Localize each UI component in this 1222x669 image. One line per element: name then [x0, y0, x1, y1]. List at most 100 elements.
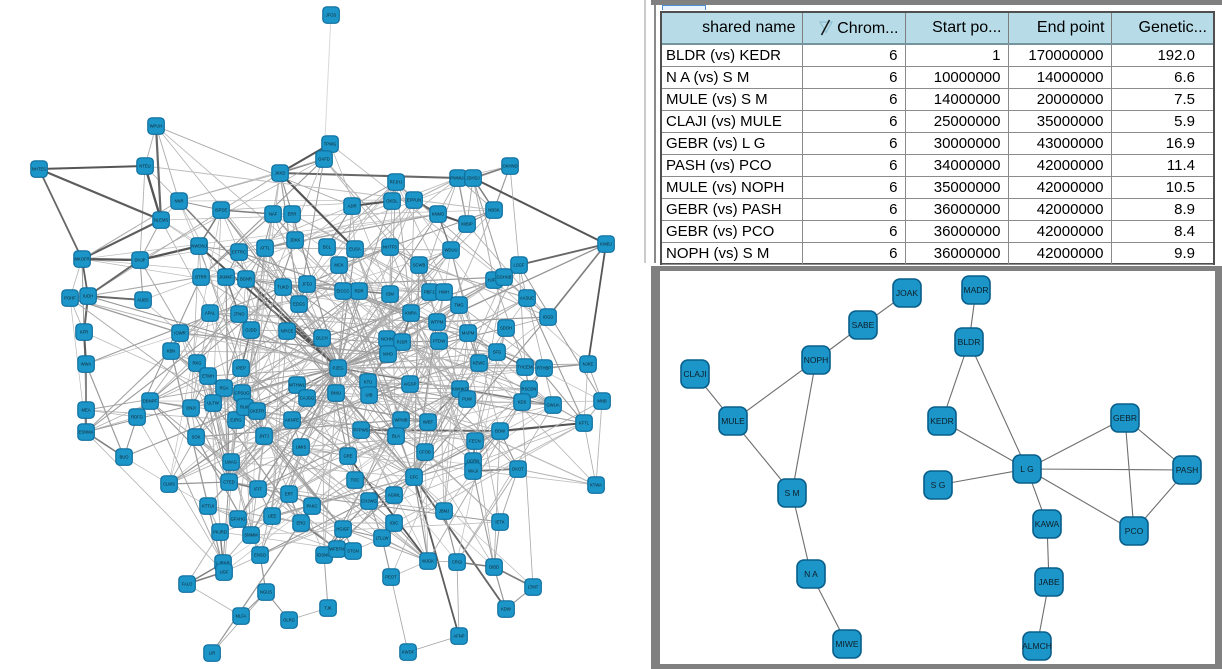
svg-text:BLA: BLA: [392, 434, 400, 439]
svg-text:JFOS: JFOS: [326, 13, 337, 18]
svg-text:ERO: ERO: [296, 521, 306, 526]
svg-text:LJRKR: LJRKR: [216, 561, 229, 566]
svg-text:UIB: UIB: [366, 393, 373, 398]
svg-text:PTDW: PTDW: [433, 339, 445, 344]
svg-text:MLFA: MLFA: [236, 614, 247, 619]
svg-text:PJEG: PJEG: [333, 366, 344, 371]
svg-text:BOW: BOW: [495, 429, 505, 434]
svg-text:UGRN: UGRN: [467, 459, 479, 464]
svg-text:BUO: BUO: [119, 455, 129, 460]
svg-text:GEBR: GEBR: [1113, 413, 1137, 423]
svg-text:NGUS: NGUS: [260, 590, 272, 595]
svg-text:LIR: LIR: [209, 651, 216, 656]
svg-text:OLRG: OLRG: [283, 618, 295, 623]
svg-text:LTMT: LTMT: [528, 585, 539, 590]
svg-text:GWUA: GWUA: [546, 403, 559, 408]
svg-text:IOIC: IOIC: [390, 521, 399, 526]
svg-text:IFIT: IFIT: [254, 487, 262, 492]
svg-text:KWHKO: KWHKO: [452, 387, 469, 392]
svg-text:WAJI: WAJI: [468, 469, 478, 474]
svg-text:PEOT: PEOT: [385, 575, 397, 580]
svg-text:BNIU: BNIU: [331, 391, 341, 396]
svg-text:RKG: RKG: [192, 361, 201, 366]
svg-text:AKNFE: AKNFE: [285, 418, 299, 423]
svg-text:WFBTM: WFBTM: [329, 547, 345, 552]
svg-text:ESNMA: ESNMA: [79, 430, 94, 435]
svg-text:NLEMS: NLEMS: [154, 218, 169, 223]
svg-text:LSGF: LSGF: [514, 263, 525, 268]
svg-text:IOGD: IOGD: [543, 315, 554, 320]
svg-text:JKKD: JKKD: [275, 171, 286, 176]
svg-text:LWAG: LWAG: [225, 460, 237, 465]
svg-text:PAKC: PAKC: [306, 504, 317, 509]
svg-text:L G: L G: [1020, 464, 1033, 474]
svg-text:AGWL: AGWL: [388, 493, 401, 498]
svg-text:LTLLW: LTLLW: [376, 536, 389, 541]
svg-text:DKOT: DKOT: [512, 467, 524, 472]
svg-text:SOK: SOK: [192, 435, 201, 440]
svg-text:NPICE: NPICE: [281, 329, 294, 334]
svg-text:GFAHG: GFAHG: [231, 517, 246, 522]
svg-text:NWONJ: NWONJ: [191, 244, 206, 249]
svg-text:KEDR: KEDR: [930, 416, 954, 426]
svg-text:ULTW: ULTW: [207, 401, 219, 406]
svg-text:KNMO: KNMO: [432, 212, 445, 217]
svg-text:CHJWG: CHJWG: [361, 499, 376, 504]
svg-text:N A: N A: [804, 569, 818, 579]
svg-text:FECN: FECN: [469, 439, 480, 444]
svg-text:ENSO: ENSO: [254, 553, 267, 558]
svg-text:KWDF: KWDF: [402, 650, 415, 655]
svg-text:OKDL: OKDL: [386, 199, 398, 204]
svg-text:IPEP: IPEP: [236, 366, 246, 371]
svg-text:IWBT: IWBT: [423, 420, 434, 425]
svg-text:CFOB: CFOB: [419, 450, 431, 455]
svg-text:TMG: TMG: [454, 303, 463, 308]
svg-text:CTED: CTED: [223, 480, 234, 485]
svg-text:PUW: PUW: [462, 397, 472, 402]
svg-text:PJSR: PJSR: [397, 340, 408, 345]
svg-text:PKJRD: PKJRD: [213, 530, 227, 535]
svg-text:ALMCH: ALMCH: [1022, 641, 1052, 651]
svg-text:JBMJ: JBMJ: [439, 509, 449, 514]
svg-text:MIBIP: MIBIP: [461, 222, 473, 227]
svg-text:JABE: JABE: [1038, 577, 1060, 587]
svg-text:EUSA: EUSA: [349, 247, 361, 252]
svg-text:POHF: POHF: [64, 296, 76, 301]
svg-text:EDGS: EDGS: [293, 302, 305, 307]
svg-text:ETMH: ETMH: [202, 374, 214, 379]
svg-text:CAJGG: CAJGG: [300, 396, 314, 401]
svg-text:KAWA: KAWA: [1035, 519, 1060, 529]
svg-text:KDW: KDW: [501, 607, 511, 612]
svg-text:DBNPF: DBNPF: [143, 399, 158, 404]
svg-text:AJIR: AJIR: [347, 204, 356, 209]
svg-text:RDFG: RDFG: [131, 415, 143, 420]
svg-text:CPSUG: CPSUG: [235, 391, 250, 396]
svg-text:RGA: RGA: [219, 386, 228, 391]
svg-text:ERR: ERR: [288, 212, 297, 217]
svg-text:WTHWL: WTHWL: [289, 383, 305, 388]
svg-text:NOPH: NOPH: [804, 355, 829, 365]
svg-text:UGF: UGF: [220, 570, 229, 575]
svg-text:NCHN: NCHN: [381, 337, 393, 342]
svg-text:RDR: RDR: [354, 289, 363, 294]
svg-text:DNJI: DNJI: [186, 406, 195, 411]
svg-text:PWMUL: PWMUL: [450, 176, 466, 181]
svg-text:BLDR: BLDR: [958, 337, 981, 347]
svg-text:SMMM: SMMM: [244, 533, 258, 538]
svg-text:NAF: NAF: [269, 212, 278, 217]
svg-text:SABE: SABE: [852, 320, 875, 330]
svg-text:APAL: APAL: [205, 311, 216, 316]
svg-text:HJFLK: HJFLK: [488, 278, 501, 283]
svg-text:FALO: FALO: [182, 582, 193, 587]
svg-text:CRGI: CRGI: [452, 560, 462, 565]
svg-text:NHTFS: NHTFS: [383, 245, 397, 250]
svg-text:STGN: STGN: [347, 549, 359, 554]
svg-text:WDUU: WDUU: [444, 248, 457, 253]
svg-text:RUIP: RUIP: [240, 405, 250, 410]
svg-text:OAFD: OAFD: [318, 157, 330, 162]
svg-text:IOWR: IOWR: [174, 331, 185, 336]
svg-text:MADR: MADR: [963, 285, 988, 295]
svg-text:KWBJ: KWBJ: [600, 242, 612, 247]
svg-text:JOAK: JOAK: [896, 288, 919, 298]
svg-text:NHTES: NHTES: [32, 167, 46, 172]
